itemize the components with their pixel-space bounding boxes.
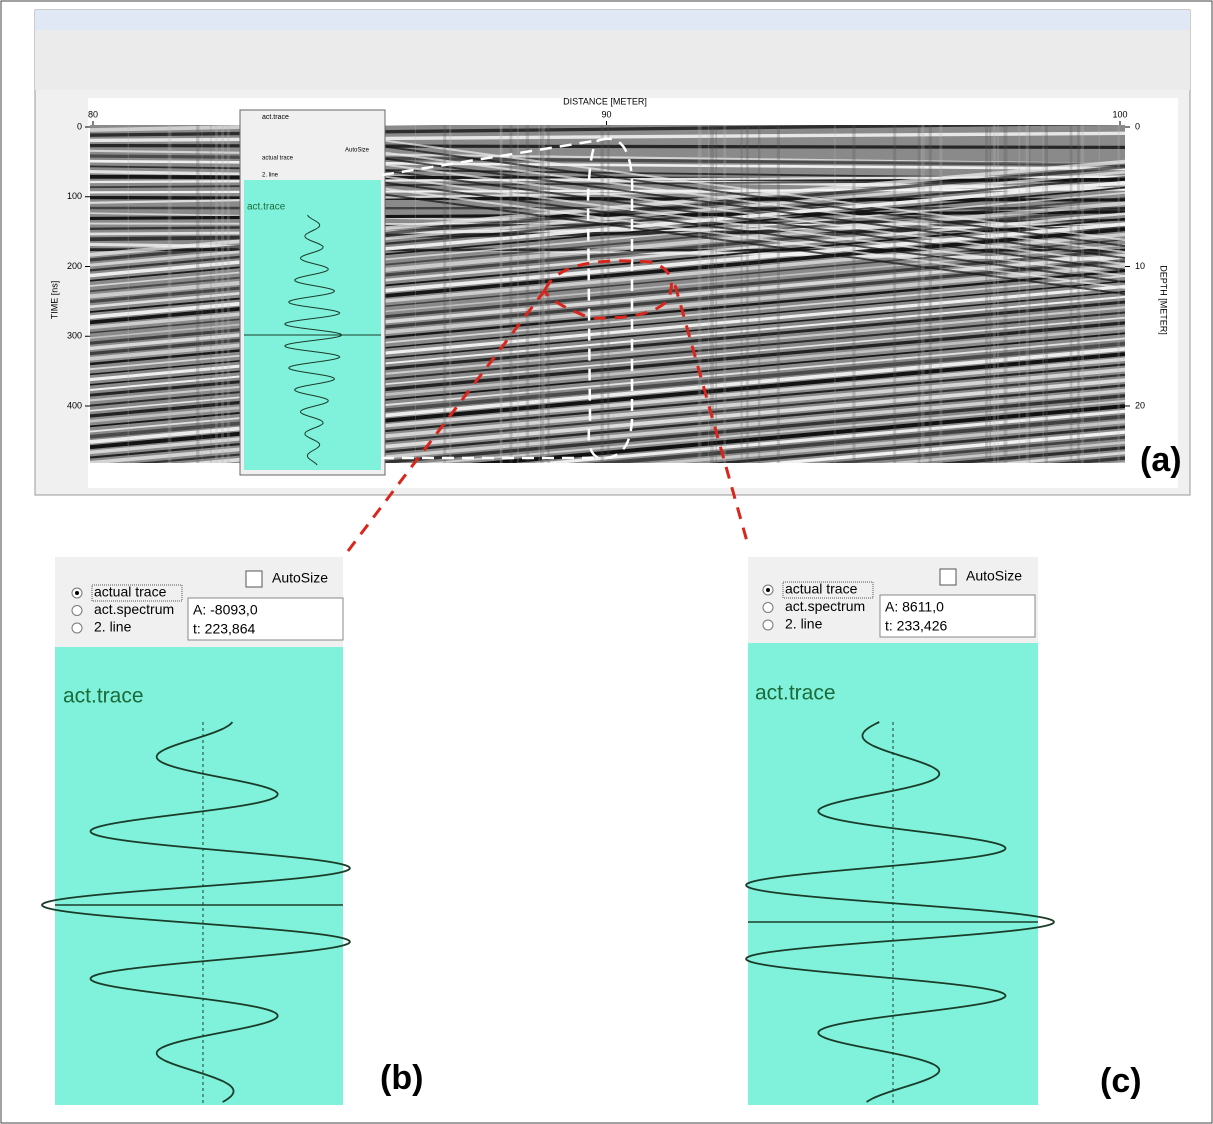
checkbox xyxy=(246,571,262,587)
inset-option: 2. line xyxy=(262,173,279,179)
panel-label: (b) xyxy=(380,1059,423,1097)
radio-button xyxy=(763,620,773,630)
checkbox-label: AutoSize xyxy=(272,570,328,586)
radio-dot xyxy=(75,591,79,595)
x-tick-label: 90 xyxy=(601,109,611,119)
checkbox-label: AutoSize xyxy=(966,568,1022,584)
inset-trace-area xyxy=(244,180,381,470)
radio-label: actual trace xyxy=(94,584,167,600)
panel-label: (c) xyxy=(1100,1062,1142,1100)
inset-option: actual trace xyxy=(262,156,294,162)
trace-title: act.trace xyxy=(63,685,144,708)
y2-axis-label: DEPTH [METER] xyxy=(1159,265,1169,335)
y2-tick-label: 20 xyxy=(1135,400,1145,410)
inset-autosize: AutoSize xyxy=(345,148,370,154)
radio-button xyxy=(763,603,773,613)
radio-button xyxy=(72,623,82,633)
y-tick-label: 100 xyxy=(67,191,82,201)
inset-title: act.trace xyxy=(262,114,289,121)
radio-button xyxy=(72,606,82,616)
toolbar xyxy=(35,30,1190,90)
figure: DISTANCE [METER] TIME [ns] DEPTH [METER]… xyxy=(0,0,1213,1124)
y2-tick-label: 10 xyxy=(1135,261,1145,271)
inset-trace-title: act.trace xyxy=(247,202,286,213)
x-tick-label: 80 xyxy=(88,109,98,119)
y2-tick-label: 0 xyxy=(1135,121,1140,131)
panel-label: (a) xyxy=(1140,441,1182,479)
y-tick-label: 0 xyxy=(77,121,82,131)
y-tick-label: 300 xyxy=(67,331,82,341)
y-tick-label: 200 xyxy=(67,261,82,271)
radio-dot xyxy=(766,588,770,592)
radio-label: act.spectrum xyxy=(785,598,865,614)
radio-label: actual trace xyxy=(785,581,858,597)
y-tick-label: 400 xyxy=(67,400,82,410)
time-readout: t: 233,426 xyxy=(885,618,947,634)
time-readout: t: 223,864 xyxy=(193,621,255,637)
title-bar xyxy=(35,10,1190,30)
trace-title: act.trace xyxy=(755,682,836,705)
radio-label: 2. line xyxy=(785,616,823,632)
inset-window: act.trace actual trace 2. line AutoSize … xyxy=(240,110,385,475)
amplitude-readout: A: 8611,0 xyxy=(885,599,944,615)
radio-label: act.spectrum xyxy=(94,601,174,617)
radio-label: 2. line xyxy=(94,619,132,635)
y-axis-label: TIME [ns] xyxy=(49,281,59,320)
amplitude-readout: A: -8093,0 xyxy=(193,602,258,618)
x-axis-label: DISTANCE [METER] xyxy=(563,96,647,106)
checkbox xyxy=(940,569,956,585)
x-tick-label: 100 xyxy=(1112,109,1127,119)
